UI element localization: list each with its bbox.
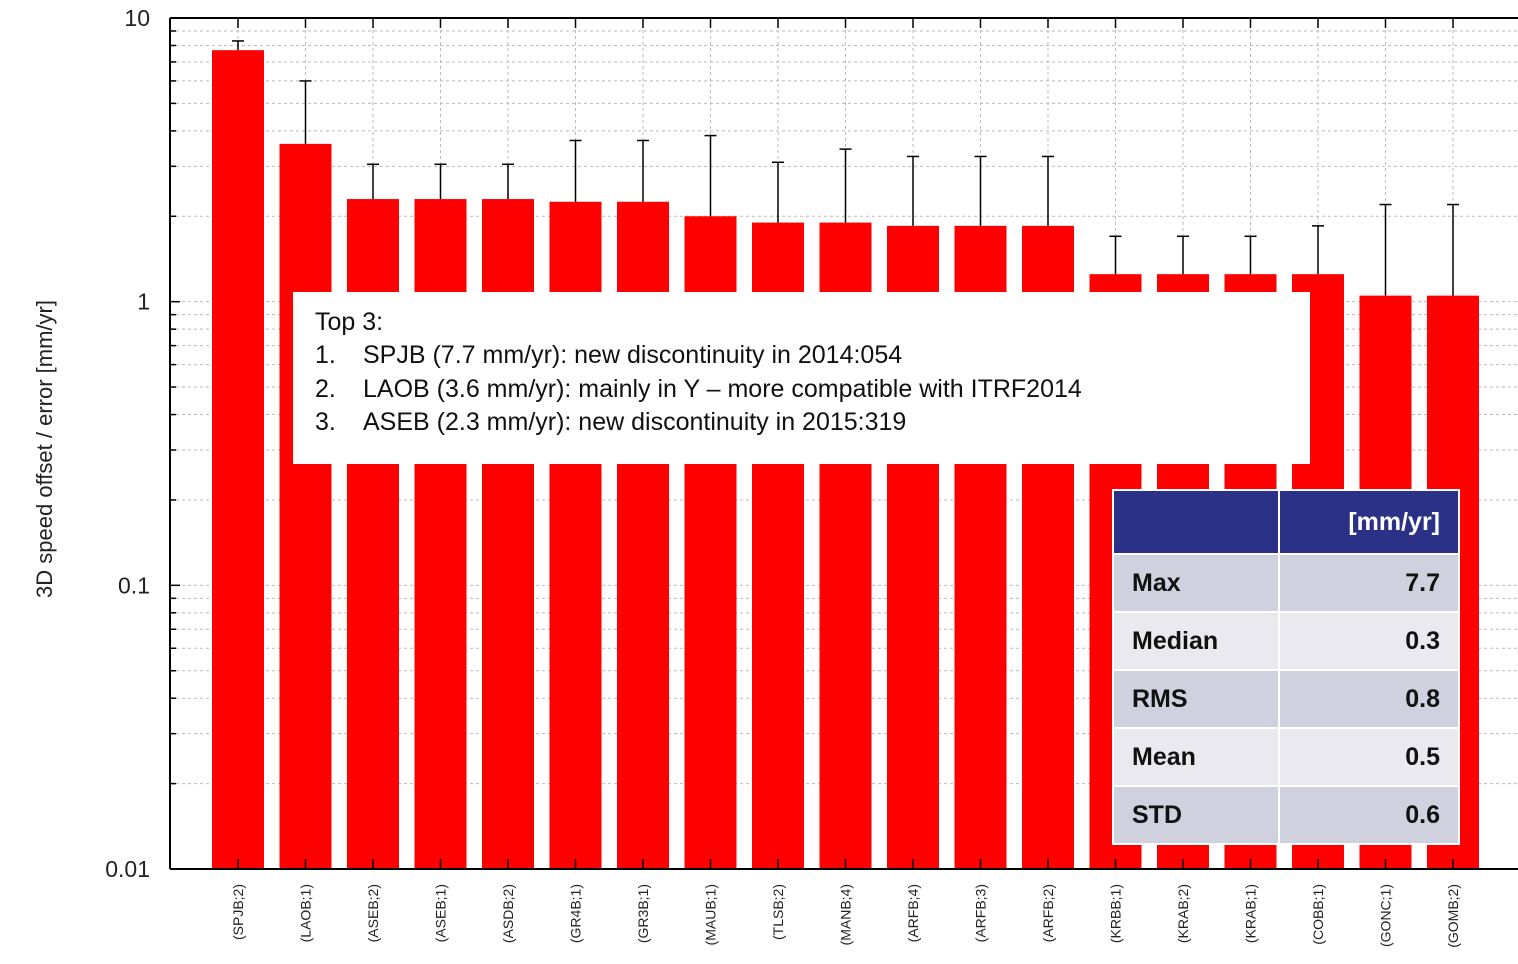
x-tick-labels: (SPJB;2) (LAOB;1) (ASEB;2) (ASEB;1) (ASDB;2)…: [230, 884, 1461, 948]
annotation-heading: Top 3:: [315, 308, 384, 336]
annotation-item: 1. SPJB (7.7 mm/yr): new discontinuity in…: [315, 339, 1288, 372]
item-text: SPJB (7.7 mm/yr): new discontinuity in 2…: [363, 341, 903, 370]
stats-label: Max: [1112, 553, 1280, 613]
stats-value: 7.7: [1278, 553, 1460, 613]
stats-row-rms: RMS 0.8: [1112, 669, 1460, 729]
x-tick-label: (GR4B;1): [568, 884, 584, 943]
bar: [279, 143, 332, 870]
annotation-item: 2. LAOB (3.6 mm/yr): mainly in Y – more c…: [315, 373, 1288, 406]
stats-value: 0.3: [1278, 611, 1460, 671]
x-tick-label: (COBB;1): [1310, 884, 1326, 945]
stats-header-blank: [1112, 489, 1280, 555]
y-tick-label: 0.01: [105, 856, 150, 882]
stats-label: Median: [1112, 611, 1280, 671]
error-bars: [232, 40, 1459, 296]
annotation-list: 1. SPJB (7.7 mm/yr): new discontinuity in…: [315, 339, 1288, 439]
x-tick-label: (KRAB;2): [1175, 884, 1191, 943]
y-tick-label: 10: [124, 5, 150, 31]
stats-row-std: STD 0.6: [1112, 785, 1460, 845]
x-tick-label: (ARFB;4): [905, 884, 921, 942]
stats-label: Mean: [1112, 727, 1280, 787]
x-tick-label: (ASEB;1): [433, 884, 449, 942]
item-text: ASEB (2.3 mm/yr): new discontinuity in 2…: [363, 407, 907, 436]
stats-label: RMS: [1112, 669, 1280, 729]
item-number: 2.: [315, 374, 336, 403]
annotation-item: 3. ASEB (2.3 mm/yr): new discontinuity in…: [315, 406, 1288, 439]
x-tick-label: (ASDB;2): [500, 884, 516, 943]
x-tick-label: (TLSB;2): [770, 884, 786, 940]
x-tick-label: (KRAB;1): [1243, 884, 1259, 943]
x-tick-label: (MAUB;1): [703, 884, 719, 945]
x-tick-label: (SPJB;2): [230, 884, 246, 940]
bar: [212, 50, 264, 870]
stats-row-mean: Mean 0.5: [1112, 727, 1460, 787]
stats-row-median: Median 0.3: [1112, 611, 1460, 671]
axes: [169, 17, 1518, 870]
x-tick-label: (GONC;1): [1378, 884, 1394, 947]
y-tick-label: 1: [137, 289, 150, 315]
item-text: LAOB (3.6 mm/yr): mainly in Y – more com…: [363, 374, 1082, 403]
x-tick-label: (MANB;4): [838, 884, 854, 945]
y-axis-label: 3D speed offset / error [mm/yr]: [32, 300, 57, 598]
y-tick-labels: 10 1 0.1 0.01: [105, 5, 150, 882]
stats-header-row: [mm/yr]: [1112, 489, 1460, 555]
y-tick-label: 0.1: [118, 572, 150, 598]
stats-row-max: Max 7.7: [1112, 553, 1460, 613]
x-tick-label: (GOMB;2): [1445, 884, 1461, 948]
x-tick-label: (LAOB;1): [298, 884, 314, 942]
stats-header-unit: [mm/yr]: [1278, 489, 1460, 555]
x-tick-label: (ASEB;2): [365, 884, 381, 942]
stats-table: [mm/yr] Max 7.7 Median 0.3 RMS 0.8 Mean …: [1112, 489, 1460, 845]
stats-value: 0.6: [1278, 785, 1460, 845]
x-tick-label: (KRBB;1): [1108, 884, 1124, 943]
x-tick-label: (GR3B;1): [635, 884, 651, 943]
stats-value: 0.8: [1278, 669, 1460, 729]
x-tick-label: (ARFB;3): [973, 884, 989, 942]
item-number: 3.: [315, 407, 336, 436]
x-tick-label: (ARFB;2): [1040, 884, 1056, 942]
item-number: 1.: [315, 341, 336, 370]
stats-value: 0.5: [1278, 727, 1460, 787]
stats-label: STD: [1112, 785, 1280, 845]
top3-annotation: Top 3: 1. SPJB (7.7 mm/yr): new discontin…: [293, 292, 1310, 464]
